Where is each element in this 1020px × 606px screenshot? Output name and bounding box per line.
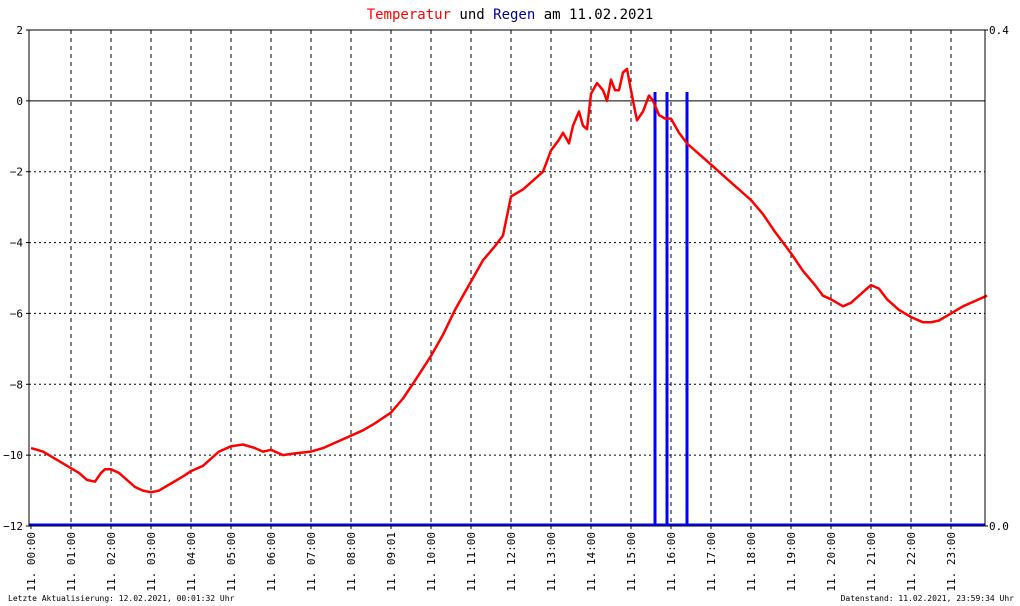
rain-bar [653,92,657,526]
y-left-tick-label: −8 [10,378,23,391]
x-tick-label: 11. 12:00 [505,532,518,592]
x-tick-label: 11. 05:00 [225,532,238,592]
rain-bars [29,92,985,527]
plot-border [28,29,986,527]
y-left-tick-label: −6 [10,307,23,320]
temperature-series [30,67,988,494]
y-left-tick-label: 2 [16,24,23,37]
x-tick-label: 11. 20:00 [825,532,838,592]
temperature-line [30,67,988,494]
y-left-tick-label: −2 [10,166,23,179]
x-tick-label: 11. 10:00 [425,532,438,592]
y-left-tick-label: −10 [3,449,23,462]
y-axis-left-ticks: 2 0 −2 −4 −6 −8 −10 −12 [3,24,29,533]
rain-bar [665,92,669,526]
x-tick-label: 11. 23:00 [945,532,958,592]
title-temperatur: Temperatur [367,7,451,23]
plot-frame [28,29,986,527]
x-tick-label: 11. 13:00 [545,532,558,592]
x-tick-label: 11. 11:00 [465,532,478,592]
x-tick-label: 11. 14:00 [585,532,598,592]
x-tick-label: 11. 08:00 [345,532,358,592]
x-tick-label: 11. 06:00 [265,532,278,592]
footer-last-update: Letzte Aktualisierung: 12.02.2021, 00:01… [8,594,235,603]
x-tick-label: 11. 16:00 [665,532,678,592]
grid-lines [29,30,985,526]
chart-title: Temperatur und Regen am 11.02.2021 [367,7,654,23]
x-tick-label: 11. 02:00 [105,532,118,592]
x-tick-label: 11. 18:00 [745,532,758,592]
x-tick-label: 11. 17:00 [705,532,718,592]
x-tick-label: 11. 00:00 [25,532,38,592]
x-tick-label: 11. 19:00 [785,532,798,592]
x-tick-label: 11. 09:01 [385,532,398,592]
y-left-tick-label: −12 [3,520,23,533]
x-tick-label: 11. 22:00 [905,532,918,592]
x-axis-ticks: 11. 00:00 11. 01:00 11. 02:00 11. 03:00 11. … [25,526,958,592]
x-tick-label: 11. 01:00 [65,532,78,592]
y-right-tick-label: 0.0 [989,520,1009,533]
title-date: am 11.02.2021 [535,7,653,23]
footer-data-status: Datenstand: 11.02.2021, 23:59:34 Uhr [841,594,1015,603]
y-left-tick-label: 0 [16,95,23,108]
y-axis-right-ticks: 0.4 0.0 [985,24,1009,533]
y-right-tick-label: 0.4 [989,24,1009,37]
rain-bar [685,92,689,526]
y-left-tick-label: −4 [10,237,24,250]
title-und: und [451,7,493,23]
x-tick-label: 11. 07:00 [305,532,318,592]
x-tick-label: 11. 03:00 [145,532,158,592]
x-tick-label: 11. 15:00 [625,532,638,592]
x-tick-label: 11. 04:00 [185,532,198,592]
title-regen: Regen [493,7,535,23]
x-tick-label: 11. 21:00 [865,532,878,592]
